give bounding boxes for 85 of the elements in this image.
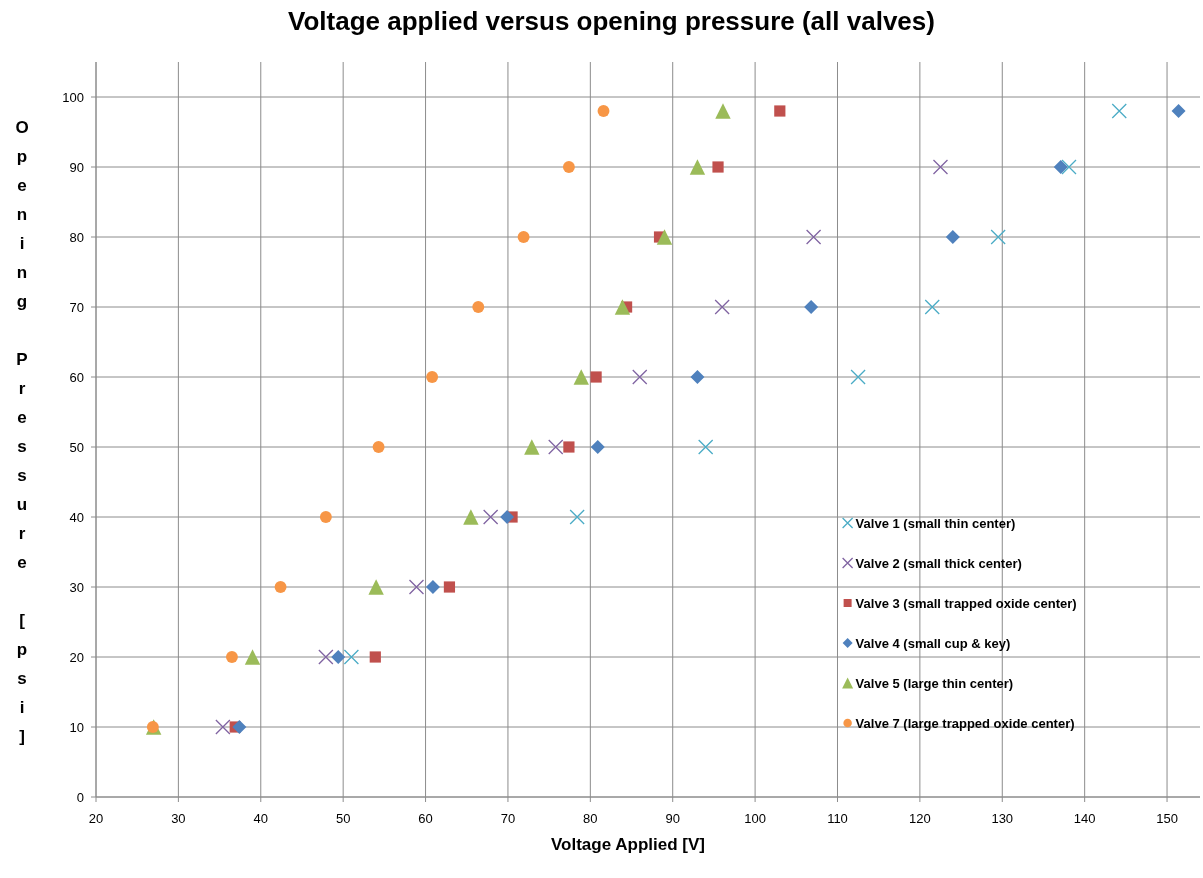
point <box>482 509 499 525</box>
legend-label: Valve 7 (large trapped oxide center) <box>855 716 1075 731</box>
x-tick-label: 90 <box>665 811 680 826</box>
point <box>590 371 602 383</box>
point <box>274 581 287 593</box>
legend-label: Valve 3 (small trapped oxide center) <box>855 596 1077 611</box>
point <box>924 299 940 315</box>
point <box>408 579 425 595</box>
point <box>614 299 631 315</box>
point <box>805 229 822 245</box>
point <box>225 651 238 663</box>
point <box>425 580 440 594</box>
point <box>1111 103 1127 119</box>
y-tick-label: 50 <box>69 440 84 455</box>
point <box>698 439 714 455</box>
y-tick-label: 30 <box>69 580 84 595</box>
legend-label: Valve 2 (small thick center) <box>855 556 1022 571</box>
point <box>656 229 673 245</box>
x-tick-label: 50 <box>335 811 351 826</box>
y-tick-label: 100 <box>62 90 84 105</box>
y-tick-label: 70 <box>69 300 84 315</box>
point <box>774 105 786 117</box>
y-tick-label: 90 <box>69 160 84 175</box>
x-axis-title: Voltage Applied [V] <box>551 835 705 854</box>
legend-label: Valve 5 (large thin center) <box>855 676 1014 691</box>
point <box>562 161 575 173</box>
point <box>343 649 360 665</box>
point <box>369 651 381 663</box>
point <box>548 439 564 455</box>
point <box>1171 104 1186 118</box>
x-tick-label: 20 <box>88 811 104 826</box>
point <box>318 649 334 665</box>
y-tick-label: 80 <box>69 230 84 245</box>
point <box>563 441 575 453</box>
legend-label: Valve 4 (small cup & key) <box>855 636 1011 651</box>
point <box>463 509 479 525</box>
point <box>804 300 819 314</box>
y-tick-label: 40 <box>69 510 84 525</box>
x-tick-label: 150 <box>1156 811 1178 826</box>
point <box>517 231 530 243</box>
point <box>632 369 648 385</box>
x-tick-label: 70 <box>500 811 516 826</box>
point <box>932 159 949 175</box>
point <box>689 159 706 175</box>
x-tick-label: 110 <box>827 811 848 826</box>
point <box>215 719 231 735</box>
x-tick-label: 100 <box>744 811 766 826</box>
y-tick-label: 60 <box>69 370 84 385</box>
point <box>524 439 540 455</box>
x-tick-label: 120 <box>909 811 931 826</box>
point <box>319 511 332 523</box>
point <box>569 509 585 525</box>
legend-label: Valve 1 (small thin center) <box>855 516 1016 531</box>
y-tick-label: 10 <box>69 720 84 735</box>
point <box>573 369 589 385</box>
point <box>850 369 866 385</box>
y-tick-label: 0 <box>76 790 84 805</box>
point <box>1053 160 1068 174</box>
x-tick-label: 140 <box>1073 811 1096 826</box>
text: Opening Pressure [psi] <box>15 118 29 746</box>
chart-title: Voltage applied versus opening pressure (all valves) <box>288 6 935 36</box>
x-tick-label: 80 <box>583 811 598 826</box>
y-tick-label: 20 <box>69 650 84 665</box>
point <box>590 440 605 454</box>
point <box>244 649 261 665</box>
point <box>712 161 724 173</box>
point <box>500 510 515 524</box>
point <box>472 301 485 313</box>
point <box>1061 159 1077 175</box>
point <box>426 371 439 383</box>
x-tick-label: 60 <box>418 811 433 826</box>
point <box>715 103 731 119</box>
point <box>443 581 456 593</box>
point <box>690 370 705 384</box>
x-tick-label: 40 <box>253 811 269 826</box>
point <box>368 579 384 595</box>
point <box>232 720 247 734</box>
x-tick-label: 30 <box>171 811 186 826</box>
point <box>372 441 385 453</box>
x-tick-label: 130 <box>991 811 1014 826</box>
point <box>945 230 960 244</box>
point <box>597 105 610 117</box>
point <box>331 650 346 664</box>
point <box>714 299 730 315</box>
point <box>990 229 1006 245</box>
